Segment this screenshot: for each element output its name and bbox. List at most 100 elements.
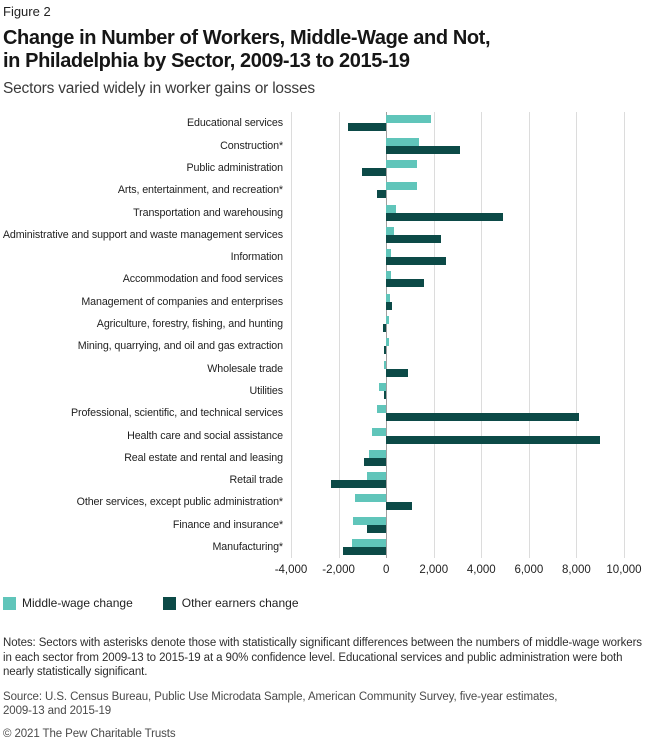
other-earners-bar xyxy=(386,212,503,221)
other-earners-bar xyxy=(386,234,441,243)
x-axis-tick-label: 10,000 xyxy=(606,564,642,577)
category-bars xyxy=(291,335,624,357)
category-label: Public administration xyxy=(186,161,283,174)
category-bars xyxy=(291,514,624,536)
chart-row: Utilities xyxy=(0,380,650,402)
category-label: Educational services xyxy=(186,117,283,130)
other-earners-bar xyxy=(376,190,387,199)
category-bars xyxy=(291,491,624,513)
middle-wage-bar xyxy=(369,449,387,458)
chart-row: Public administration xyxy=(0,157,650,179)
other-earners-bar xyxy=(386,257,446,266)
middle-wage-bar xyxy=(371,427,387,436)
chart-title-line2: in Philadelphia by Sector, 2009-13 to 20… xyxy=(3,50,410,73)
other-earners-bar xyxy=(382,324,387,333)
category-label: Accommodation and food services xyxy=(122,273,283,286)
other-earners-bar xyxy=(331,480,387,489)
category-bars xyxy=(291,268,624,290)
category-bars xyxy=(291,202,624,224)
x-axis-tick-label: 0 xyxy=(382,564,390,577)
zero-axis-line xyxy=(386,112,388,559)
category-bars xyxy=(291,224,624,246)
legend-label: Other earners change xyxy=(181,596,299,611)
middle-wage-bar xyxy=(386,293,390,302)
legend-swatch xyxy=(3,596,16,610)
chart-row: Finance and insurance* xyxy=(0,514,650,536)
gridline xyxy=(338,112,340,559)
other-earners-bar xyxy=(386,145,460,154)
other-earners-bar xyxy=(363,457,387,466)
middle-wage-bar xyxy=(386,249,391,258)
category-label: Finance and insurance* xyxy=(172,518,283,531)
gridline xyxy=(576,112,578,559)
other-earners-bar xyxy=(362,167,387,176)
middle-wage-bar xyxy=(383,360,387,369)
middle-wage-bar xyxy=(386,271,391,280)
chart-row: Mining, quarrying, and oil and gas extra… xyxy=(0,335,650,357)
category-bars xyxy=(291,358,624,380)
x-axis-tick-label: -2,000 xyxy=(322,564,355,577)
gridline xyxy=(624,112,625,559)
middle-wage-bar xyxy=(386,159,418,168)
gridline xyxy=(528,112,530,559)
category-bars xyxy=(291,536,624,558)
chart-row: Construction* xyxy=(0,135,650,157)
x-axis-tick-label: 2,000 xyxy=(419,564,449,577)
category-label: Retail trade xyxy=(229,474,284,487)
other-earners-bar xyxy=(386,301,393,310)
gridline xyxy=(481,112,483,559)
category-bars xyxy=(291,112,624,134)
category-bars xyxy=(291,291,624,313)
chart-row: Agriculture, forestry, fishing, and hunt… xyxy=(0,313,650,335)
middle-wage-bar xyxy=(386,115,432,124)
middle-wage-bar xyxy=(352,516,387,525)
chart-row: Wholesale trade xyxy=(0,358,650,380)
other-earners-bar xyxy=(386,413,579,422)
chart-row: Arts, entertainment, and recreation* xyxy=(0,179,650,201)
figure-header: Figure 2 Change in Number of Workers, Mi… xyxy=(3,4,650,98)
other-earners-bar xyxy=(383,390,387,399)
category-bars xyxy=(291,402,624,424)
chart-row: Retail trade xyxy=(0,469,650,491)
category-bars xyxy=(291,179,624,201)
category-bars xyxy=(291,246,624,268)
category-label: Utilities xyxy=(249,384,283,397)
other-earners-bar xyxy=(386,502,413,511)
chart-row: Accommodation and food services xyxy=(0,268,650,290)
category-label: Manufacturing* xyxy=(212,541,284,554)
middle-wage-bar xyxy=(367,472,387,481)
middle-wage-bar xyxy=(386,182,418,191)
chart-row: Administrative and support and waste man… xyxy=(0,224,650,246)
copyright-text: © 2021 The Pew Charitable Trusts xyxy=(3,727,176,737)
category-bars xyxy=(291,380,624,402)
chart-title-line1: Change in Number of Workers, Middle-Wage… xyxy=(3,27,491,49)
other-earners-bar xyxy=(386,435,601,444)
chart-row: Educational services xyxy=(0,112,650,134)
legend-item: Other earners change xyxy=(162,596,299,611)
source-line2: 2009-13 and 2015-19 xyxy=(3,705,112,718)
chart-title: Change in Number of Workers, Middle-Wage… xyxy=(3,27,650,73)
bar-chart: Educational services Construction* Public … xyxy=(0,112,650,580)
middle-wage-bar xyxy=(355,494,387,503)
chart-row: Real estate and rental and leasing xyxy=(0,447,650,469)
chart-row: Manufacturing* xyxy=(0,536,650,558)
legend-label: Middle-wage change xyxy=(22,596,133,611)
middle-wage-bar xyxy=(386,338,389,347)
other-earners-bar xyxy=(348,123,387,132)
legend-item: Middle-wage change xyxy=(3,596,133,610)
gridline xyxy=(291,112,292,559)
chart-gridlines xyxy=(291,112,625,559)
chart-row: Management of companies and enterprises xyxy=(0,291,650,313)
x-axis-tick-label: 4,000 xyxy=(466,564,496,577)
x-axis-ticks: -4,000 -2,000 0 2,000 4,000 6,000 8,000 10,000 xyxy=(275,562,642,580)
other-earners-bar xyxy=(367,524,387,533)
category-label: Administrative and support and waste man… xyxy=(2,228,283,241)
middle-wage-bar xyxy=(386,204,396,213)
middle-wage-bar xyxy=(376,405,387,414)
x-axis-tick-label: 6,000 xyxy=(514,564,544,577)
chart-rows: Educational services Construction* Public … xyxy=(0,112,650,558)
middle-wage-bar xyxy=(386,316,389,325)
category-label: Wholesale trade xyxy=(207,362,283,375)
category-label: Transportation and warehousing xyxy=(133,206,283,219)
